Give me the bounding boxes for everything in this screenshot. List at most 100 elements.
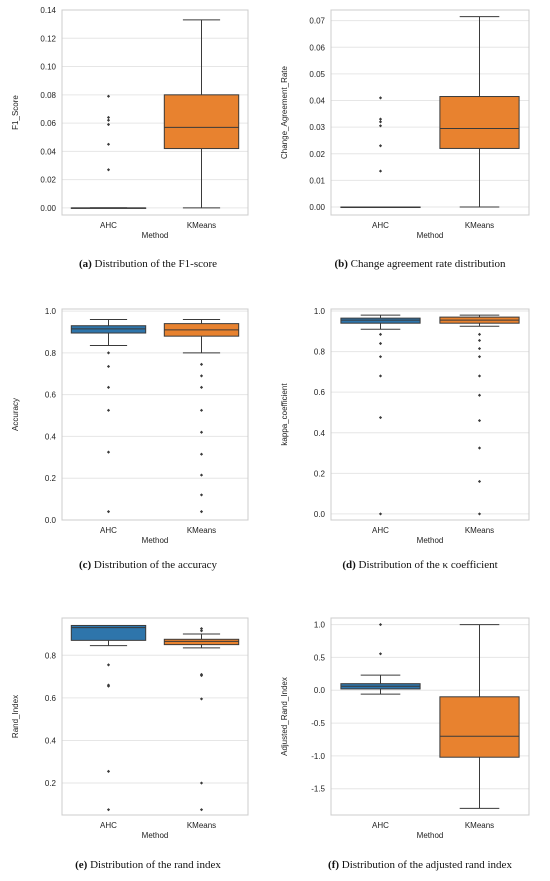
panel-caption: (c) Distribution of the accuracy — [18, 559, 278, 571]
x-tick-label: KMeans — [187, 821, 216, 830]
x-tick-label: AHC — [372, 821, 389, 830]
outlier-point — [199, 808, 204, 812]
panel-caption: (e) Distribution of the rand index — [18, 859, 278, 871]
outlier-point — [378, 96, 383, 100]
caption-text: Distribution of the rand index — [87, 859, 221, 871]
x-tick-label: KMeans — [187, 221, 216, 230]
outlier-point — [199, 672, 204, 677]
outlier-point — [477, 346, 482, 351]
outlier-point — [378, 124, 383, 128]
box-ahc — [70, 318, 147, 514]
outlier-point — [199, 627, 204, 631]
outlier-point — [199, 408, 204, 412]
y-tick-label: 0.8 — [45, 349, 57, 358]
outlier-point — [477, 446, 482, 450]
y-tick-label: 1.0 — [314, 621, 326, 630]
y-axis-label: Adjusted_Rand_Index — [280, 677, 289, 756]
x-axis-label: Method — [142, 831, 169, 840]
y-tick-label: 0.05 — [309, 70, 325, 79]
outlier-point — [477, 332, 482, 336]
outlier-point — [378, 120, 383, 124]
x-tick-label: AHC — [372, 526, 389, 535]
box-ahc — [340, 622, 421, 695]
y-tick-label: 0.5 — [314, 653, 326, 662]
box-kmeans — [163, 318, 240, 514]
y-tick-label: 0.4 — [314, 429, 326, 438]
y-tick-label: -1.0 — [311, 752, 325, 761]
x-tick-label: AHC — [100, 821, 117, 830]
y-tick-label: 0.04 — [40, 147, 56, 156]
outlier-point — [199, 629, 204, 633]
caption-tag: (c) — [78, 559, 92, 571]
outlier-point — [199, 452, 204, 456]
y-tick-label: 0.07 — [309, 17, 325, 26]
outlier-point — [106, 769, 111, 773]
y-tick-label: 0.06 — [40, 119, 56, 128]
box-iqr — [70, 325, 147, 334]
outlier-point — [477, 338, 482, 343]
caption-text: Distribution of the F1-score — [91, 258, 218, 270]
outlier-point — [199, 781, 204, 785]
panel-caption: (d) Distribution of the κ coefficient — [290, 559, 550, 571]
outlier-point — [477, 479, 482, 484]
chart-panel-b: 0.00 0.01 0.02 0.03 0.04 0.05 0.06 0.07 AHC KMean… — [280, 9, 530, 240]
plot-frame — [61, 617, 249, 816]
y-tick-label: 0.14 — [40, 6, 56, 15]
x-tick-label: AHC — [100, 221, 117, 230]
outlier-point — [106, 364, 111, 369]
y-tick-label: 0.02 — [309, 150, 325, 159]
outlier-point — [378, 169, 383, 173]
plot-frame — [61, 9, 249, 216]
box-iqr — [163, 94, 240, 150]
y-tick-label: 0.6 — [45, 391, 57, 400]
box-kmeans — [163, 19, 240, 209]
plot-frame — [330, 9, 530, 216]
y-tick-label: 0.02 — [40, 176, 56, 185]
outlier-point — [199, 510, 204, 514]
y-tick-label: -1.5 — [311, 785, 325, 794]
outlier-point — [378, 415, 383, 420]
x-tick-label: KMeans — [187, 526, 216, 535]
y-axis-label: F1_Score — [11, 95, 20, 130]
outlier-point — [106, 351, 111, 355]
outlier-point — [199, 473, 204, 477]
x-axis-label: Method — [417, 231, 444, 240]
y-tick-label: 1.0 — [314, 307, 326, 316]
y-axis-label: Change_Agreement_Rate — [280, 65, 289, 159]
outlier-point — [378, 512, 383, 516]
y-tick-label: 0.8 — [45, 651, 57, 660]
outlier-point — [106, 385, 111, 389]
outlier-point — [378, 652, 383, 656]
y-tick-label: 0.4 — [45, 736, 57, 745]
caption-text: Distribution of the adjusted rand index — [339, 859, 512, 871]
box-iqr — [163, 638, 240, 646]
outlier-point — [106, 683, 111, 687]
y-axis-label: kappa_coefficient — [280, 383, 289, 446]
y-tick-label: 0.00 — [40, 204, 56, 213]
outlier-point — [106, 450, 111, 454]
outlier-point — [106, 122, 111, 127]
caption-tag: (a) — [78, 258, 92, 270]
box-iqr — [70, 624, 147, 641]
x-axis-label: Method — [142, 536, 169, 545]
outlier-point — [106, 94, 111, 98]
chart-panel-a: 0.00 0.02 0.04 0.06 0.08 0.10 0.12 0.14 AHC KMean… — [11, 6, 249, 240]
y-tick-label: 0.0 — [314, 510, 326, 519]
outlier-point — [378, 144, 383, 148]
caption-tag: (f) — [328, 859, 340, 871]
outlier-point — [378, 374, 383, 378]
y-tick-label: 0.2 — [314, 469, 326, 478]
x-tick-label: KMeans — [465, 221, 494, 230]
chart-panel-c: 0.0 0.2 0.4 0.6 0.8 1.0 AHC KMeans Method Accurac… — [11, 307, 249, 545]
x-tick-label: AHC — [372, 221, 389, 230]
y-tick-label: 0.03 — [309, 123, 325, 132]
chart-panel-d: 0.0 0.2 0.4 0.6 0.8 1.0 AHC KMeans Method kappa_c… — [280, 307, 530, 545]
y-tick-label: 0.12 — [40, 34, 56, 43]
x-axis-label: Method — [417, 536, 444, 545]
outlier-point — [477, 393, 482, 397]
outlier-point — [199, 493, 204, 497]
outlier-point — [106, 510, 111, 514]
box-kmeans — [439, 16, 520, 208]
panel-caption: (f) Distribution of the adjusted rand in… — [290, 859, 550, 871]
y-tick-label: 0.06 — [309, 43, 325, 52]
